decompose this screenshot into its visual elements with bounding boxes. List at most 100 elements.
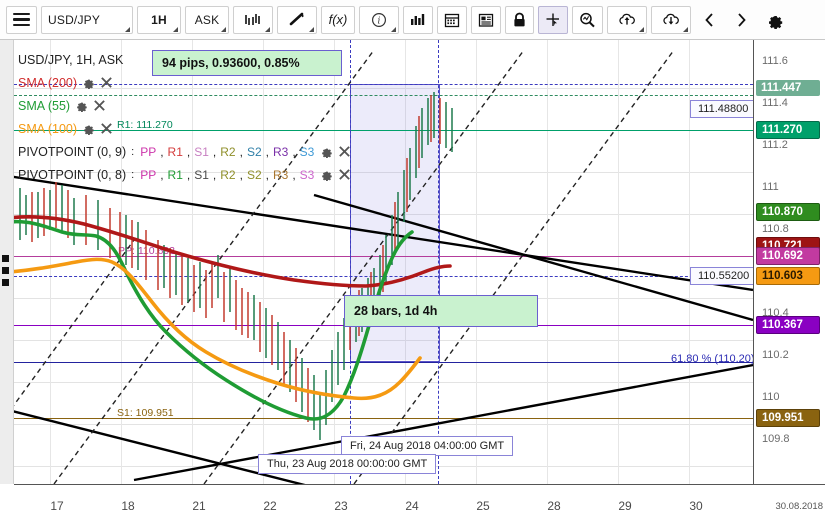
legend-title-row: USD/JPY, 1H, ASK <box>18 48 498 71</box>
price-badge-110692[interactable]: 110.692 <box>756 247 820 265</box>
price-badge-109951[interactable]: 109.951 <box>756 409 820 427</box>
timeframe-label: 1H <box>151 12 167 27</box>
plot-canvas[interactable]: R1: 111.270 PP: 110.692 S1: 109.951 <box>14 40 753 484</box>
zoom-tool-button[interactable] <box>572 5 603 34</box>
menu-button[interactable] <box>6 5 37 34</box>
crosshair-button[interactable] <box>538 5 568 34</box>
magnifier-icon <box>580 12 595 27</box>
gear-icon[interactable] <box>320 168 333 181</box>
time-tick: 24 <box>405 499 419 513</box>
chevron-left-icon <box>704 12 713 27</box>
chevron-down-icon <box>125 26 130 32</box>
chart-area[interactable]: R1: 111.270 PP: 110.692 S1: 109.951 <box>0 40 825 524</box>
price-axis[interactable]: 111.6 111.4 111.2 111 110.8 110.4 110.2 … <box>753 40 825 484</box>
legend-label-sma55: SMA (55) <box>18 98 71 113</box>
calendar-button[interactable] <box>437 5 467 34</box>
pivot-part-r1: R1 <box>167 167 183 182</box>
chevron-down-icon <box>391 26 396 32</box>
drag-handle-bottom[interactable] <box>2 279 9 286</box>
pivot-part-r3: R3 <box>272 167 289 182</box>
level-line-111488 <box>14 84 753 85</box>
level-line-s1 <box>14 418 753 419</box>
chevron-down-icon <box>683 26 688 32</box>
price-tick: 110.2 <box>762 349 789 361</box>
date-tag-end[interactable]: Fri, 24 Aug 2018 04:00:00 GMT <box>341 436 514 456</box>
gear-icon <box>769 15 783 29</box>
price-tick: 111.6 <box>762 55 788 67</box>
time-tick: 29 <box>618 499 632 513</box>
date-tag-start[interactable]: Thu, 23 Aug 2018 00:00:00 GMT <box>258 454 437 474</box>
prev-button[interactable] <box>695 6 723 34</box>
time-tick: 18 <box>121 499 135 513</box>
level-line-fib <box>14 362 753 363</box>
drag-handle-top[interactable] <box>2 255 9 262</box>
lock-button[interactable] <box>505 5 534 34</box>
symbol-selector[interactable]: USD/JPY <box>41 5 133 34</box>
legend-row-pivot8[interactable]: PIVOTPOINT (0, 8) : PP, R1, S1, R2, S2, … <box>18 163 498 186</box>
legend-row-sma55[interactable]: SMA (55) <box>18 94 498 117</box>
main-toolbar: USD/JPY 1H ASK <box>0 0 825 40</box>
drag-handle-mid[interactable] <box>2 267 9 274</box>
gear-icon[interactable] <box>320 145 333 158</box>
close-icon[interactable] <box>100 76 113 89</box>
hamburger-icon <box>13 12 30 27</box>
close-icon[interactable] <box>338 168 351 181</box>
legend-separator: : <box>131 145 135 158</box>
fib-label: 61.80 % (110.20) <box>671 353 753 365</box>
histogram-button[interactable] <box>403 5 433 34</box>
price-badge-last[interactable]: 111.447 <box>756 80 820 96</box>
timeframe-selector[interactable]: 1H <box>137 5 181 34</box>
gear-icon[interactable] <box>75 99 88 112</box>
channel-lines-group <box>14 49 675 484</box>
calendar-icon <box>444 13 460 27</box>
price-badge-110870[interactable]: 110.870 <box>756 203 820 221</box>
draw-tool-button[interactable] <box>277 5 317 34</box>
legend-row-sma100[interactable]: SMA (100) <box>18 117 498 140</box>
price-tick: 110.8 <box>762 223 789 235</box>
close-icon[interactable] <box>338 145 351 158</box>
time-tick: 21 <box>192 499 206 513</box>
indicators-button[interactable]: f(x) <box>321 5 355 34</box>
download-button[interactable] <box>651 5 691 34</box>
settings-button[interactable] <box>759 6 791 34</box>
news-button[interactable] <box>471 5 501 34</box>
gear-icon[interactable] <box>82 122 95 135</box>
chevron-right-icon <box>737 12 746 27</box>
info-button[interactable]: i <box>359 5 399 34</box>
legend-row-pivot9[interactable]: PIVOTPOINT (0, 9) : PP, R1, S1, R2, S2, … <box>18 140 498 163</box>
close-icon[interactable] <box>93 99 106 112</box>
pivot-part-r3: R3 <box>272 144 289 159</box>
upload-button[interactable] <box>607 5 647 34</box>
time-tick: 22 <box>263 499 277 513</box>
price-tag-top[interactable]: 111.48800 <box>690 100 753 118</box>
sma-100-line <box>14 257 422 401</box>
r1-level-label: R1: 111.270 <box>117 119 173 131</box>
time-tick: 25 <box>476 499 490 513</box>
indicator-legend: USD/JPY, 1H, ASK SMA (200) SMA (55) <box>18 48 498 186</box>
legend-title: USD/JPY, 1H, ASK <box>18 52 124 67</box>
time-tick: 30 <box>689 499 703 513</box>
price-tag-mid[interactable]: 110.55200 <box>690 267 753 285</box>
price-type-selector[interactable]: ASK <box>185 5 229 34</box>
left-scroll-track[interactable] <box>0 40 14 484</box>
pips-callout[interactable]: 94 pips, 0.93600, 0.85% <box>152 50 342 76</box>
time-axis[interactable]: 17 18 21 22 23 24 25 28 29 30 30.08.2018 <box>14 484 825 524</box>
legend-label-sma100: SMA (100) <box>18 121 78 136</box>
symbol-label: USD/JPY <box>48 12 101 27</box>
histogram-icon <box>411 14 425 25</box>
chart-type-button[interactable] <box>233 5 273 34</box>
pivot-part-pp: PP <box>140 144 157 159</box>
price-badge-110603[interactable]: 110.603 <box>756 267 820 285</box>
next-button[interactable] <box>727 6 755 34</box>
pivot-part-r2: R2 <box>220 167 236 182</box>
price-badge-r1[interactable]: 111.270 <box>756 121 820 139</box>
price-tick: 109.8 <box>762 433 790 445</box>
crosshair-line-start <box>350 40 351 484</box>
close-icon[interactable] <box>100 122 113 135</box>
price-badge-110367[interactable]: 110.367 <box>756 316 820 334</box>
legend-separator: : <box>131 168 135 181</box>
bars-callout[interactable]: 28 bars, 1d 4h <box>344 295 538 327</box>
legend-row-sma200[interactable]: SMA (200) <box>18 71 498 94</box>
gear-icon[interactable] <box>82 76 95 89</box>
